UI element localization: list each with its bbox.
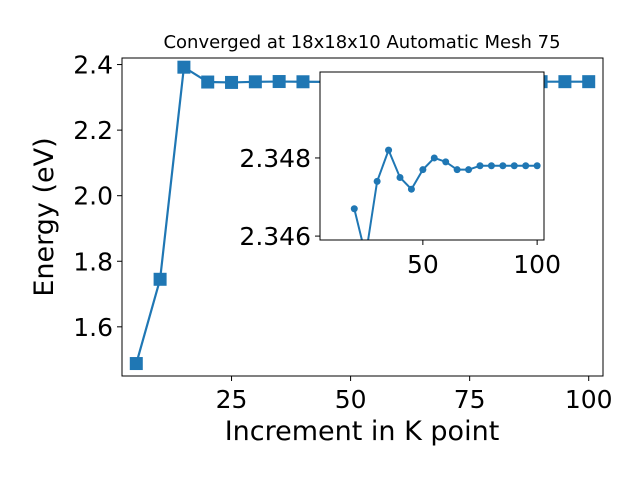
main-x-tick-label: 25 xyxy=(216,385,248,414)
main-y-tick-label: 1.6 xyxy=(73,313,113,342)
inset-y-tick-label: 2.348 xyxy=(239,144,311,173)
inset-plot: 50 100 2.346 2.348 xyxy=(239,71,561,279)
main-y-tick-label: 2.2 xyxy=(73,116,113,145)
main-x-tick-label: 75 xyxy=(454,385,486,414)
inset-data-point xyxy=(373,177,381,185)
main-axes-frame xyxy=(121,57,604,377)
inset-data-point xyxy=(453,166,461,174)
inset-data-point xyxy=(465,166,473,174)
main-data-point xyxy=(272,75,286,89)
y-axis-label: Energy (eV) xyxy=(29,137,60,296)
main-x-tick-label: 50 xyxy=(335,385,367,414)
inset-axes-frame xyxy=(319,71,545,241)
main-data-point xyxy=(153,272,167,286)
x-axis-label: Increment in K point xyxy=(225,416,500,447)
main-data-point xyxy=(582,75,596,89)
inset-y-tick-label: 2.346 xyxy=(239,222,311,251)
main-data-point xyxy=(177,60,191,74)
inset-data-point xyxy=(385,146,393,154)
main-y-tick-label: 2.4 xyxy=(73,51,113,80)
main-y-tick-label: 1.8 xyxy=(73,247,113,276)
main-x-ticks: 25 50 75 100 xyxy=(216,376,613,414)
inset-x-tick-label: 100 xyxy=(513,250,561,279)
inset-data-point xyxy=(442,158,450,166)
main-data-point xyxy=(558,75,572,89)
inset-x-tick-label: 50 xyxy=(407,250,439,279)
inset-data-point xyxy=(522,162,530,170)
inset-series xyxy=(350,146,541,240)
inset-data-point xyxy=(510,162,518,170)
main-data-point xyxy=(201,75,215,89)
inset-y-ticks: 2.346 2.348 xyxy=(239,144,320,251)
main-data-point xyxy=(225,75,239,89)
inset-data-point xyxy=(499,162,507,170)
main-y-tick-label: 2.0 xyxy=(73,182,113,211)
inset-x-ticks: 50 100 xyxy=(407,240,561,279)
inset-data-point xyxy=(407,185,415,193)
main-data-point xyxy=(296,75,310,89)
main-data-point xyxy=(248,75,262,89)
main-y-ticks: 1.6 1.8 2.0 2.2 2.4 xyxy=(73,51,122,342)
inset-data-point xyxy=(350,205,358,213)
inset-data-point xyxy=(476,162,484,170)
inset-data-point xyxy=(487,162,495,170)
main-data-point xyxy=(129,357,143,371)
inset-data-point xyxy=(430,154,438,162)
chart-title: Converged at 18x18x10 Automatic Mesh 75 xyxy=(163,32,560,53)
main-x-tick-label: 100 xyxy=(565,385,613,414)
inset-data-point xyxy=(533,162,541,170)
inset-data-point xyxy=(419,166,427,174)
inset-data-point xyxy=(396,173,404,181)
